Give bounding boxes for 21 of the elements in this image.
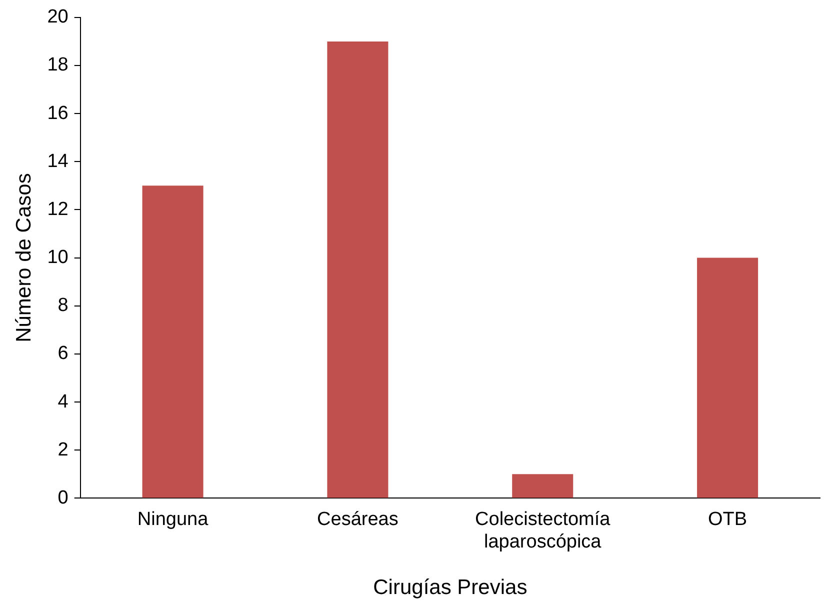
- y-tick-label: 6: [58, 343, 68, 364]
- y-tick-label: 18: [47, 54, 68, 76]
- x-axis-title: Cirugías Previas: [373, 576, 528, 600]
- y-tick-label: 20: [47, 6, 68, 28]
- y-tick-label: 4: [58, 391, 69, 412]
- y-tick-label: 2: [58, 439, 68, 460]
- x-tick-label: Colecistectomía laparoscópica: [475, 508, 611, 553]
- x-tick-label: OTB: [708, 508, 748, 530]
- y-axis-title: Número de Casos: [12, 173, 36, 342]
- x-tick-label: Ninguna: [137, 508, 209, 530]
- y-tick-label: 12: [47, 198, 68, 220]
- x-tick-label: Cesáreas: [317, 508, 398, 530]
- y-tick-label: 16: [47, 102, 68, 124]
- bar: [142, 186, 204, 498]
- y-tick-label: 14: [47, 150, 69, 172]
- bar: [512, 474, 574, 498]
- bar: [327, 41, 388, 498]
- y-tick-label: 0: [58, 487, 68, 508]
- y-tick-label: 10: [47, 247, 68, 268]
- y-tick-label: 8: [58, 295, 68, 316]
- bar: [697, 258, 758, 498]
